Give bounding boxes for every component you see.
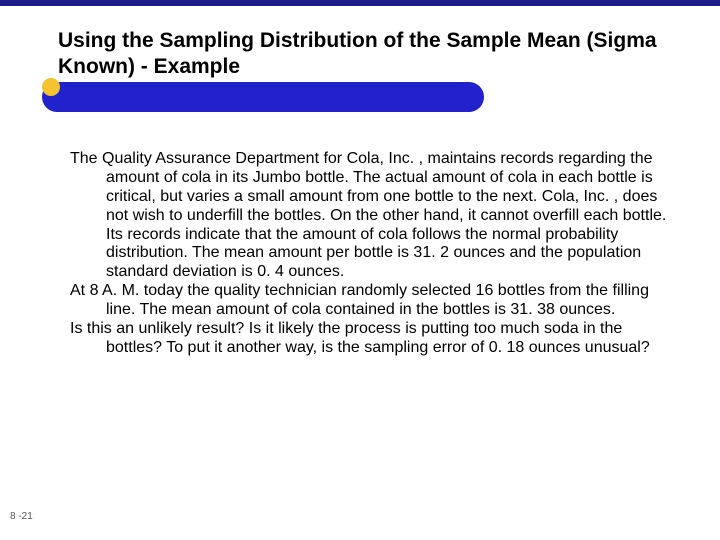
body-content: The Quality Assurance Department for Col… bbox=[70, 150, 670, 358]
header: Using the Sampling Distribution of the S… bbox=[0, 6, 720, 81]
paragraph-1: The Quality Assurance Department for Col… bbox=[70, 150, 670, 282]
accent-dot bbox=[42, 78, 60, 96]
slide-title: Using the Sampling Distribution of the S… bbox=[58, 28, 720, 81]
paragraph-2: At 8 A. M. today the quality technician … bbox=[70, 282, 670, 320]
paragraph-3: Is this an unlikely result? Is it likely… bbox=[70, 320, 670, 358]
page-number: 8 -21 bbox=[10, 511, 33, 522]
title-underline-bar bbox=[42, 82, 484, 112]
